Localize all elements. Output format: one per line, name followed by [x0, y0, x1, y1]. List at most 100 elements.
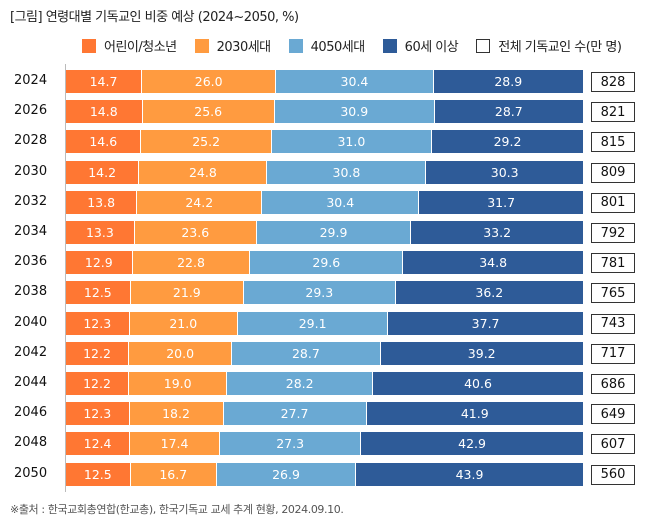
category-label: 2048 [14, 435, 48, 451]
total-label: 781 [591, 253, 635, 274]
bar-segment: 22.8 [132, 251, 251, 275]
y-axis-line [65, 64, 66, 492]
total-label: 821 [591, 102, 635, 123]
legend-label: 60세 이상 [404, 40, 459, 55]
legend-swatch [476, 38, 491, 53]
bar-segment: 12.5 [66, 281, 131, 305]
stacked-bar: 14.6 25.2 31.0 29.2 [66, 130, 583, 154]
total-label: 560 [591, 464, 635, 485]
bar-segment: 29.9 [256, 221, 412, 244]
category-label: 2036 [14, 254, 48, 270]
bar-segment: 31.7 [419, 190, 583, 214]
category-label: 2046 [14, 405, 48, 421]
legend-item: 전체 기독교인 수(만 명) [476, 36, 622, 55]
bar-segment: 19.0 [129, 372, 228, 395]
bar-segment: 12.2 [66, 372, 130, 395]
stacked-bar: 12.9 22.8 29.6 34.8 [66, 251, 583, 275]
total-label: 765 [591, 283, 635, 304]
total-label: 815 [591, 132, 635, 153]
bar-segment: 36.2 [395, 281, 583, 305]
bar-segment: 12.9 [66, 251, 133, 275]
bar-segment: 28.2 [227, 372, 374, 395]
category-label: 2026 [14, 103, 48, 119]
stacked-bar: 12.2 20.0 28.7 39.2 [66, 341, 583, 365]
legend-swatch [288, 38, 303, 53]
total-label: 686 [591, 374, 635, 394]
legend-label: 4050세대 [310, 40, 366, 55]
chart-title: [그림] 연령대별 기독교인 비중 예상 (2024~2050, %) [10, 10, 299, 25]
bar-segment: 28.7 [232, 341, 381, 365]
bar-segment: 12.2 [66, 341, 129, 365]
category-label: 2038 [14, 284, 48, 300]
legend-item: 4050세대 [288, 36, 366, 55]
stacked-bar: 12.3 21.0 29.1 37.7 [66, 311, 583, 335]
bar-segment: 39.2 [380, 341, 583, 365]
bar-segment: 14.6 [66, 130, 142, 154]
stacked-bar: 14.8 25.6 30.9 28.7 [66, 100, 583, 124]
bar-segment: 29.6 [250, 251, 404, 275]
legend-item: 60세 이상 [382, 36, 459, 55]
total-label: 801 [591, 192, 635, 213]
bar-segment: 14.8 [66, 100, 143, 124]
bar-segment: 42.9 [361, 432, 583, 456]
legend-swatch [382, 38, 397, 53]
bar-segment: 31.0 [271, 130, 433, 154]
bar-segment: 21.0 [129, 311, 238, 335]
stacked-bar: 13.3 23.6 29.9 33.2 [66, 221, 583, 244]
bar-segment: 17.4 [130, 432, 221, 456]
stacked-bar: 12.5 16.7 26.9 43.9 [66, 462, 583, 486]
bar-segment: 26.9 [216, 462, 357, 486]
bar-segment: 13.3 [66, 221, 135, 244]
bar-segment: 27.7 [223, 402, 367, 426]
stacked-bar: 13.8 24.2 30.4 31.7 [66, 190, 583, 214]
bar-segment: 12.3 [66, 402, 130, 426]
bar-segment: 12.4 [66, 432, 131, 456]
bar-segment: 28.7 [434, 100, 583, 124]
total-label: 828 [591, 72, 635, 92]
legend: 어린이/청소년 2030세대 4050세대 60세 이상 전체 기독교인 수(만 명) [82, 36, 639, 55]
category-label: 2044 [14, 375, 48, 390]
legend-label: 어린이/청소년 [104, 40, 177, 55]
category-label: 2040 [14, 314, 48, 330]
bar-segment: 41.9 [366, 402, 583, 426]
bar-segment: 29.2 [432, 130, 583, 154]
bar-segment: 20.0 [129, 341, 233, 365]
stacked-bar: 14.2 24.8 30.8 30.3 [66, 160, 583, 184]
total-label: 743 [591, 313, 635, 334]
legend-item: 어린이/청소년 [82, 36, 177, 55]
bar-segment: 26.0 [141, 70, 277, 93]
bar-segment: 40.6 [373, 372, 583, 395]
bar-segment: 14.7 [66, 70, 142, 93]
total-label: 792 [591, 223, 635, 243]
category-label: 2042 [14, 344, 48, 360]
bar-segment: 25.2 [141, 130, 272, 154]
bar-segment: 24.2 [137, 190, 263, 214]
bar-segment: 12.3 [66, 311, 130, 335]
total-label: 607 [591, 434, 635, 455]
bar-segment: 28.9 [433, 70, 583, 93]
bar-segment: 12.5 [66, 462, 131, 486]
bar-segment: 37.7 [388, 311, 583, 335]
category-label: 2024 [14, 73, 48, 88]
bar-segment: 34.8 [403, 251, 583, 275]
category-label: 2034 [14, 224, 48, 239]
category-label: 2030 [14, 163, 48, 179]
legend-item: 2030세대 [194, 36, 272, 55]
bar-segment: 29.3 [244, 281, 396, 305]
bar-segment: 30.4 [262, 190, 420, 214]
bar-segment: 24.8 [139, 160, 268, 184]
bar-segment: 14.2 [66, 160, 140, 184]
legend-swatch [194, 38, 209, 53]
stacked-bar: 12.4 17.4 27.3 42.9 [66, 432, 583, 456]
legend-swatch [82, 38, 96, 53]
total-label: 809 [591, 162, 635, 183]
stacked-bar: 14.7 26.0 30.4 28.9 [66, 70, 583, 93]
source-note: ※출처 : 한국교회총연합(한교총), 한국기독교 교세 추계 현황, 2024… [10, 503, 344, 516]
bar-segment: 13.8 [66, 190, 138, 214]
legend-label: 2030세대 [216, 40, 272, 55]
bar-segment: 21.9 [130, 281, 245, 305]
category-label: 2032 [14, 193, 48, 209]
bar-segment: 29.1 [237, 311, 389, 335]
bar-segment: 27.3 [220, 432, 362, 456]
